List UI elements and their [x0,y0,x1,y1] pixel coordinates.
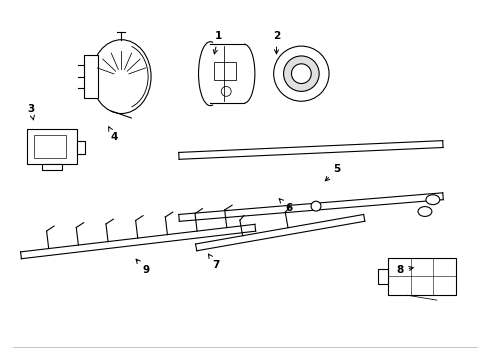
Circle shape [311,201,321,211]
Ellipse shape [92,40,151,113]
Text: 7: 7 [208,254,220,270]
FancyBboxPatch shape [214,62,236,80]
Circle shape [221,86,231,96]
Text: 3: 3 [27,104,34,120]
Ellipse shape [426,195,440,204]
Ellipse shape [418,207,432,216]
FancyBboxPatch shape [378,269,389,284]
Circle shape [274,46,329,101]
Text: 6: 6 [279,199,292,213]
Circle shape [292,64,311,84]
Text: 9: 9 [136,259,149,275]
Text: 1: 1 [213,31,222,54]
Text: 2: 2 [273,31,280,54]
Text: 4: 4 [109,127,118,143]
FancyBboxPatch shape [34,135,66,158]
Text: 5: 5 [325,165,341,181]
FancyBboxPatch shape [389,258,456,295]
FancyBboxPatch shape [42,164,62,170]
Text: 8: 8 [396,265,413,275]
Circle shape [284,56,319,91]
FancyBboxPatch shape [84,55,98,98]
FancyBboxPatch shape [77,141,85,154]
FancyBboxPatch shape [27,129,77,164]
